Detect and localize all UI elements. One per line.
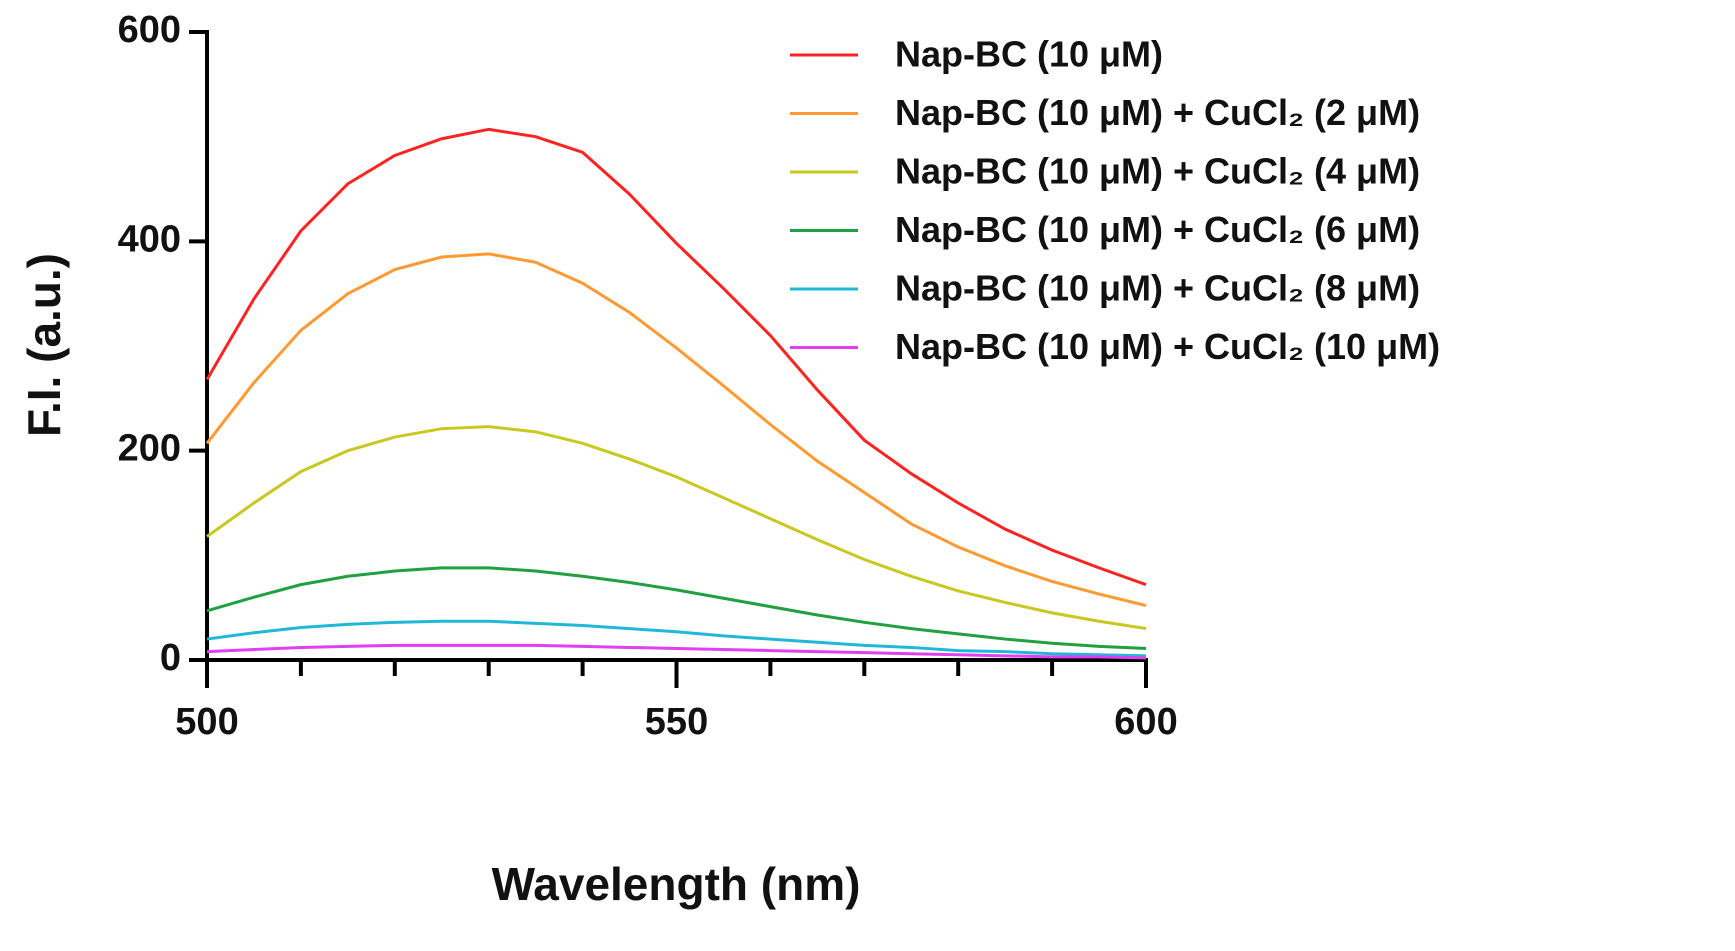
x-tick-label: 550 bbox=[645, 701, 708, 743]
x-tick-label: 600 bbox=[1114, 701, 1177, 743]
legend-label: Nap-BC (10 μM) bbox=[895, 34, 1163, 75]
y-axis-title: F.I. (a.u.) bbox=[18, 253, 70, 437]
y-tick-label: 0 bbox=[160, 637, 181, 679]
data-line bbox=[205, 127, 1147, 587]
legend-label: Nap-BC (10 μM) + CuCl₂ (4 μM) bbox=[895, 151, 1420, 192]
y-tick-label: 200 bbox=[118, 428, 181, 470]
data-line bbox=[206, 643, 1147, 660]
legend-label: Nap-BC (10 μM) + CuCl₂ (6 μM) bbox=[895, 209, 1420, 250]
x-axis-title: Wavelength (nm) bbox=[492, 858, 861, 910]
data-line bbox=[206, 425, 1147, 631]
legend-label: Nap-BC (10 μM) + CuCl₂ (10 μM) bbox=[895, 326, 1440, 367]
y-tick-label: 600 bbox=[118, 9, 181, 51]
y-tick-label: 400 bbox=[118, 218, 181, 260]
data-line bbox=[206, 619, 1147, 658]
data-line bbox=[205, 252, 1147, 608]
x-tick-label: 500 bbox=[175, 701, 238, 743]
data-line bbox=[206, 566, 1147, 650]
legend-label: Nap-BC (10 μM) + CuCl₂ (2 μM) bbox=[895, 92, 1420, 133]
legend-label: Nap-BC (10 μM) + CuCl₂ (8 μM) bbox=[895, 268, 1420, 309]
